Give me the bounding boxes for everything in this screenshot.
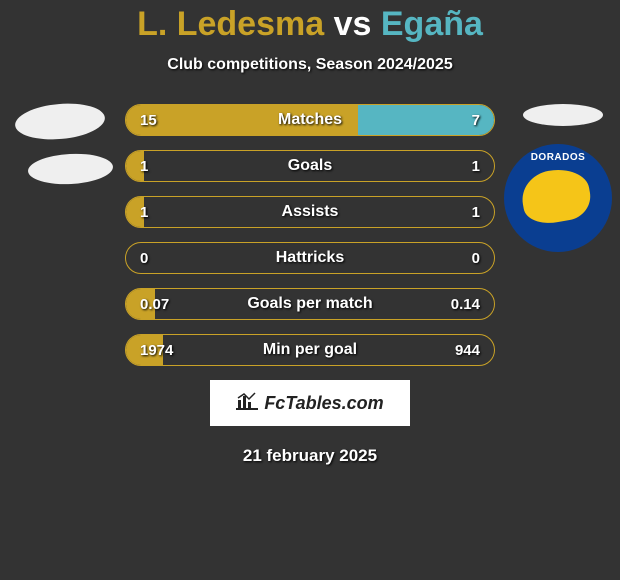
dorados-logo-text: DORADOS — [504, 152, 612, 163]
player2-club-badge-1 — [523, 104, 603, 126]
main-container: L. Ledesma vs Egaña Club competitions, S… — [0, 0, 620, 580]
stat-label: Assists — [126, 197, 494, 227]
stat-row: 11Goals — [125, 150, 495, 182]
stat-label: Matches — [126, 105, 494, 135]
fctables-label: FcTables.com — [264, 393, 383, 414]
stat-row: 00Hattricks — [125, 242, 495, 274]
subtitle: Club competitions, Season 2024/2025 — [0, 56, 620, 74]
stat-row: 1974944Min per goal — [125, 334, 495, 366]
page-title: L. Ledesma vs Egaña — [0, 5, 620, 44]
stat-label: Goals per match — [126, 289, 494, 319]
player1-club-badge-1 — [14, 100, 107, 143]
stat-row: 0.070.14Goals per match — [125, 288, 495, 320]
dorados-logo: DORADOS — [504, 144, 612, 252]
stat-label: Goals — [126, 151, 494, 181]
fctables-brand[interactable]: FcTables.com — [210, 380, 410, 426]
player2-name: Egaña — [381, 5, 483, 43]
stat-row: 157Matches — [125, 104, 495, 136]
dorados-fish-icon — [518, 164, 594, 227]
vs-text: vs — [334, 5, 372, 43]
stats-area: DORADOS 157Matches 11Goals 11Assists 00Hatt… — [0, 104, 620, 366]
stat-label: Min per goal — [126, 335, 494, 365]
chart-icon — [236, 392, 258, 415]
player1-name: L. Ledesma — [137, 5, 324, 43]
stat-label: Hattricks — [126, 243, 494, 273]
player2-club-badge-2: DORADOS — [504, 144, 612, 252]
stat-row: 11Assists — [125, 196, 495, 228]
player1-club-badge-2 — [27, 152, 113, 186]
stat-rows: 157Matches 11Goals 11Assists 00Hattricks 0.0… — [125, 104, 495, 366]
footer-date: 21 february 2025 — [0, 446, 620, 466]
